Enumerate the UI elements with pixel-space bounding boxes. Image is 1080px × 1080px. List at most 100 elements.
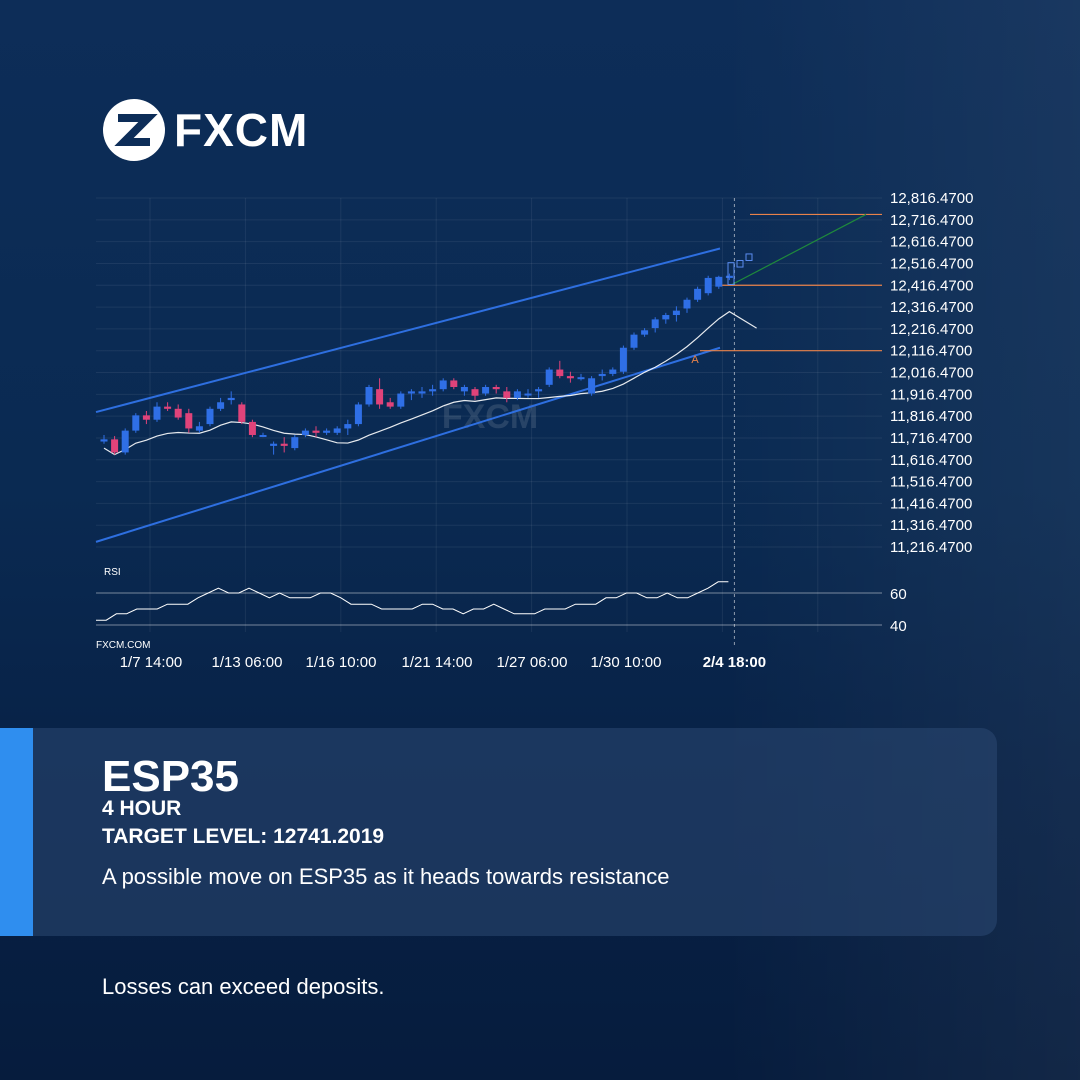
candle-body — [132, 415, 140, 431]
candle-body — [450, 380, 458, 387]
y-tick-label: 11,616.4700 — [890, 452, 972, 469]
candle-body — [556, 369, 564, 377]
candle-body — [460, 386, 468, 392]
rsi-tick-label: 60 — [890, 586, 907, 603]
x-tick-label: 1/30 10:00 — [591, 654, 662, 671]
candle-body — [195, 426, 203, 431]
candle-body — [312, 430, 320, 433]
candle-body — [619, 347, 627, 372]
candle-body — [418, 391, 426, 394]
y-tick-label: 11,216.4700 — [890, 539, 972, 556]
candle-body — [100, 439, 108, 442]
y-tick-label: 11,916.4700 — [890, 386, 972, 403]
candle-body — [227, 397, 235, 401]
candle-body — [482, 386, 490, 394]
candle-body — [238, 404, 246, 422]
y-tick-label: 12,716.4700 — [890, 212, 973, 229]
candle-body — [725, 275, 733, 278]
x-tick-label: 1/7 14:00 — [120, 654, 183, 671]
y-tick-label: 12,116.4700 — [890, 343, 972, 360]
candle-body — [588, 378, 596, 394]
candle-body — [270, 443, 278, 446]
y-tick-label: 11,716.4700 — [890, 430, 972, 447]
candle-body — [280, 443, 288, 446]
candle-body — [577, 377, 585, 380]
moving-average-line — [103, 310, 757, 456]
target-level: TARGET LEVEL: 12741.2019 — [102, 825, 385, 848]
candle-body — [153, 406, 161, 420]
candle-body — [609, 369, 617, 374]
y-tick-label: 11,516.4700 — [890, 474, 972, 491]
candle-body — [259, 434, 267, 437]
x-tick-label: 1/13 06:00 — [212, 654, 283, 671]
x-tick-label: 2/4 18:00 — [703, 654, 766, 671]
forecast-candle — [745, 253, 753, 261]
brand-name: FXCM — [174, 104, 309, 156]
candle-body — [651, 319, 659, 329]
candle-body — [471, 389, 479, 396]
candle-body — [344, 424, 352, 429]
forecast-candle — [736, 259, 744, 268]
candle-body — [386, 402, 394, 407]
instrument-symbol: ESP35 — [102, 752, 239, 801]
y-tick-label: 12,316.4700 — [890, 299, 973, 316]
y-tick-label: 11,416.4700 — [890, 495, 972, 512]
x-tick-label: 1/21 14:00 — [402, 654, 473, 671]
candle-body — [164, 406, 172, 409]
y-tick-label: 12,416.4700 — [890, 277, 973, 294]
candle-body — [535, 389, 543, 392]
candle-body — [662, 315, 670, 320]
candle-body — [641, 330, 649, 335]
candle-body — [439, 380, 447, 390]
analysis-description: A possible move on ESP35 as it heads tow… — [102, 864, 670, 889]
y-tick-label: 11,316.4700 — [890, 517, 972, 534]
x-tick-label: 1/16 10:00 — [306, 654, 377, 671]
panel-accent-bar — [0, 728, 33, 936]
candle-body — [694, 288, 702, 300]
y-tick-label: 12,516.4700 — [890, 255, 973, 272]
candle-body — [301, 430, 309, 435]
channel-lower-line — [95, 346, 721, 543]
candle-body — [111, 439, 119, 453]
candle-body — [513, 391, 521, 398]
candle-body — [715, 276, 723, 287]
candle-body — [598, 373, 606, 377]
candle-body — [545, 369, 553, 385]
instrument-timeframe: 4 HOUR — [102, 797, 182, 820]
projection-line — [731, 213, 867, 286]
candle-body — [291, 437, 299, 449]
candle-body — [365, 386, 373, 405]
rsi-label: RSI — [104, 567, 121, 578]
candle-body — [248, 421, 256, 435]
candle-body — [121, 430, 129, 453]
candle-body — [492, 386, 500, 390]
channel-upper-line — [95, 247, 721, 414]
candle-body — [333, 428, 341, 433]
y-tick-label: 12,016.4700 — [890, 365, 973, 382]
candle-body — [217, 402, 225, 409]
source-label: FXCM.COM — [96, 640, 150, 651]
y-tick-label: 12,616.4700 — [890, 234, 973, 251]
y-tick-label: 12,216.4700 — [890, 321, 973, 338]
candle-body — [206, 408, 214, 425]
candle-body — [503, 391, 511, 398]
fxcm-logo-icon — [103, 99, 165, 161]
candle-body — [376, 389, 384, 405]
rsi-line — [96, 581, 729, 621]
candle-body — [407, 391, 415, 394]
candle-body — [683, 299, 691, 309]
y-tick-label: 11,816.4700 — [890, 408, 972, 425]
candle-body — [566, 376, 574, 379]
candle-body — [354, 404, 362, 425]
candle-body — [142, 415, 150, 420]
candle-body — [185, 413, 193, 429]
pattern-point-label: A — [691, 354, 699, 366]
x-tick-label: 1/27 06:00 — [497, 654, 568, 671]
forecast-candle — [727, 262, 735, 285]
candle-body — [174, 408, 182, 418]
rsi-tick-label: 40 — [890, 618, 907, 635]
info-panel — [0, 728, 997, 936]
fxcm-logo: FXCM — [102, 98, 308, 162]
candle-body — [323, 430, 331, 433]
candle-body — [672, 310, 680, 316]
